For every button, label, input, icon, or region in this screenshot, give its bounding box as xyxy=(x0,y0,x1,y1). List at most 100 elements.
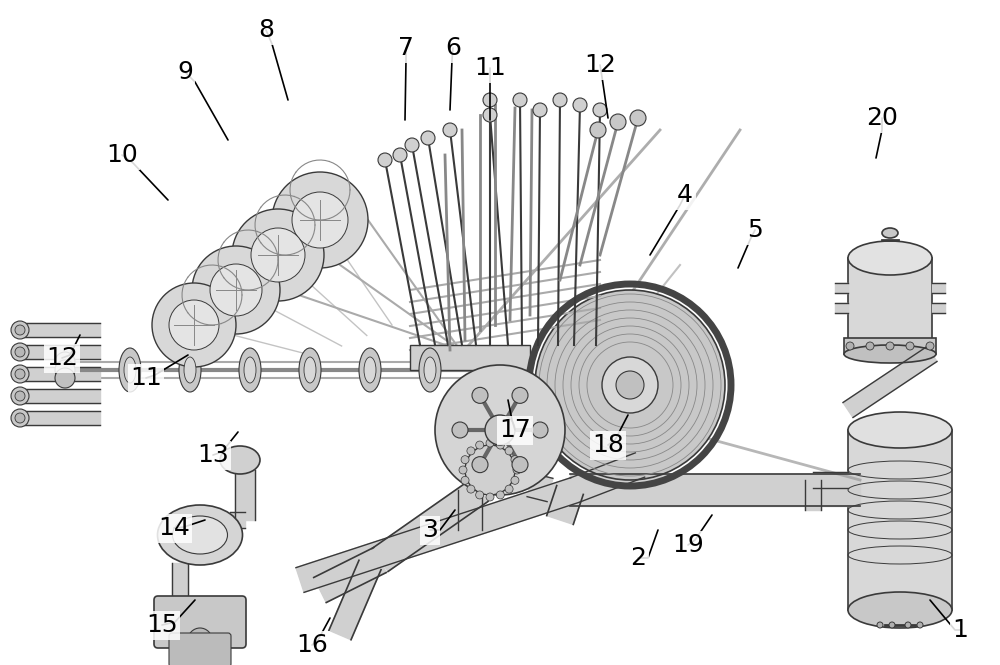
Ellipse shape xyxy=(158,505,243,565)
Ellipse shape xyxy=(848,592,952,628)
Circle shape xyxy=(452,422,468,438)
Circle shape xyxy=(877,622,883,628)
Polygon shape xyxy=(20,345,100,359)
Circle shape xyxy=(532,422,548,438)
Circle shape xyxy=(511,456,519,464)
Circle shape xyxy=(535,290,725,480)
Ellipse shape xyxy=(244,357,256,383)
Ellipse shape xyxy=(220,446,260,474)
Circle shape xyxy=(486,439,494,447)
Polygon shape xyxy=(843,346,937,418)
Circle shape xyxy=(610,114,626,130)
Circle shape xyxy=(152,283,236,367)
Circle shape xyxy=(483,93,497,107)
Circle shape xyxy=(886,342,894,350)
Ellipse shape xyxy=(299,348,321,392)
Circle shape xyxy=(169,300,219,350)
Circle shape xyxy=(505,447,513,455)
Circle shape xyxy=(232,209,324,301)
Circle shape xyxy=(866,342,874,350)
Text: 11: 11 xyxy=(130,366,162,390)
Circle shape xyxy=(476,491,484,499)
Polygon shape xyxy=(20,389,100,403)
Circle shape xyxy=(405,138,419,152)
Circle shape xyxy=(472,457,488,473)
Text: 2: 2 xyxy=(630,546,646,570)
Polygon shape xyxy=(235,470,255,520)
Circle shape xyxy=(272,172,368,268)
Ellipse shape xyxy=(124,357,136,383)
Bar xyxy=(848,258,932,348)
Polygon shape xyxy=(172,563,188,600)
Circle shape xyxy=(210,264,262,316)
Circle shape xyxy=(459,466,467,474)
Circle shape xyxy=(55,360,75,380)
Polygon shape xyxy=(932,283,945,293)
Text: 15: 15 xyxy=(146,613,178,637)
Circle shape xyxy=(11,387,29,405)
Ellipse shape xyxy=(882,228,898,238)
Polygon shape xyxy=(805,480,821,510)
Circle shape xyxy=(889,622,895,628)
Circle shape xyxy=(15,369,25,379)
Circle shape xyxy=(15,413,25,423)
Ellipse shape xyxy=(119,348,141,392)
Circle shape xyxy=(505,485,513,493)
Text: 17: 17 xyxy=(499,418,531,442)
Circle shape xyxy=(393,148,407,162)
Circle shape xyxy=(483,108,497,122)
Text: 6: 6 xyxy=(445,36,461,60)
Circle shape xyxy=(846,342,854,350)
Ellipse shape xyxy=(304,357,316,383)
Text: 3: 3 xyxy=(422,518,438,542)
Polygon shape xyxy=(372,479,488,571)
Circle shape xyxy=(55,368,75,388)
Bar xyxy=(844,338,936,354)
Circle shape xyxy=(443,123,457,137)
Circle shape xyxy=(11,321,29,339)
Circle shape xyxy=(512,457,528,473)
Circle shape xyxy=(476,441,484,449)
Ellipse shape xyxy=(179,348,201,392)
Circle shape xyxy=(926,342,934,350)
Text: 7: 7 xyxy=(398,36,414,60)
Bar xyxy=(410,345,530,370)
Ellipse shape xyxy=(359,348,381,392)
Text: 4: 4 xyxy=(677,183,693,207)
Polygon shape xyxy=(329,561,381,640)
Circle shape xyxy=(11,409,29,427)
Circle shape xyxy=(188,628,212,652)
Text: 12: 12 xyxy=(46,346,78,370)
Polygon shape xyxy=(314,547,386,602)
Circle shape xyxy=(15,325,25,335)
Circle shape xyxy=(486,493,494,501)
Circle shape xyxy=(472,387,488,404)
Circle shape xyxy=(513,466,521,474)
Polygon shape xyxy=(458,490,482,530)
Circle shape xyxy=(421,131,435,145)
Circle shape xyxy=(11,343,29,361)
Circle shape xyxy=(573,98,587,112)
Circle shape xyxy=(630,110,646,126)
Circle shape xyxy=(192,246,280,334)
Circle shape xyxy=(485,415,515,445)
Polygon shape xyxy=(20,323,100,337)
Polygon shape xyxy=(570,453,645,502)
Ellipse shape xyxy=(848,412,952,448)
Circle shape xyxy=(511,476,519,484)
Circle shape xyxy=(496,491,504,499)
Circle shape xyxy=(251,228,305,282)
Polygon shape xyxy=(932,303,945,313)
Circle shape xyxy=(616,371,644,399)
Circle shape xyxy=(905,622,911,628)
Circle shape xyxy=(533,103,547,117)
Circle shape xyxy=(602,357,658,413)
Polygon shape xyxy=(835,303,848,313)
Ellipse shape xyxy=(419,348,441,392)
Circle shape xyxy=(467,485,475,493)
Circle shape xyxy=(467,447,475,455)
Circle shape xyxy=(11,365,29,383)
Circle shape xyxy=(292,192,348,248)
Circle shape xyxy=(917,622,923,628)
Text: 13: 13 xyxy=(197,443,229,467)
